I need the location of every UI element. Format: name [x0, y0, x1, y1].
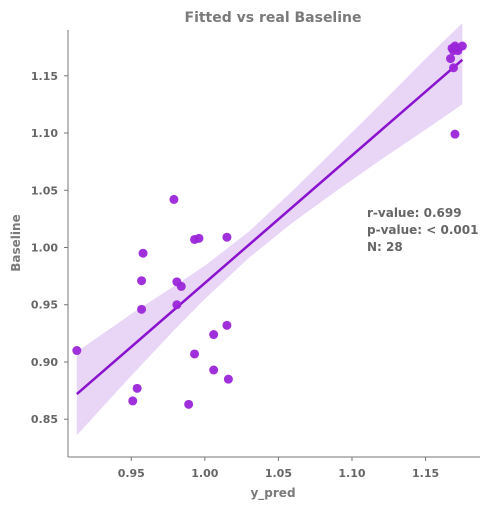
x-tick-label: 1.10 — [338, 467, 365, 480]
regression-line-layer — [76, 58, 464, 395]
y-tick-label: 1.05 — [31, 184, 58, 197]
x-tick-group: 0.95 1.00 1.05 1.10 1.15 — [118, 457, 439, 480]
data-point — [132, 383, 142, 393]
data-point — [184, 399, 194, 409]
y-tick-label: 1.15 — [31, 70, 58, 83]
data-point — [190, 349, 200, 359]
data-point — [72, 346, 82, 356]
x-axis-label: y_pred — [250, 486, 295, 501]
y-axis-label: Baseline — [9, 214, 23, 271]
data-point — [223, 374, 233, 384]
n-annotation: N: 28 — [367, 240, 403, 254]
data-point — [450, 129, 460, 139]
data-point — [128, 396, 138, 406]
y-tick-label: 0.85 — [31, 413, 58, 426]
y-tick-label: 1.00 — [31, 242, 58, 255]
data-point — [172, 300, 182, 310]
y-tick-label: 1.10 — [31, 127, 58, 140]
regression-line — [76, 58, 464, 395]
r-value-annotation: r-value: 0.699 — [367, 206, 462, 220]
confidence-band — [76, 23, 463, 436]
data-point — [449, 63, 459, 73]
data-point — [209, 330, 219, 340]
stats-annotation: r-value: 0.699 p-value: < 0.001 N: 28 — [367, 206, 478, 254]
y-tick-group: 0.85 0.90 0.95 1.00 1.05 1.10 1.15 — [31, 70, 68, 426]
chart-title: Fitted vs real Baseline — [185, 10, 362, 26]
confidence-band-layer — [76, 23, 463, 436]
data-point — [222, 320, 232, 330]
x-tick-label: 1.05 — [265, 467, 292, 480]
data-point — [453, 46, 463, 56]
data-point — [446, 54, 456, 64]
data-point — [222, 232, 232, 242]
x-tick-label: 0.95 — [118, 467, 145, 480]
data-point — [209, 365, 219, 375]
data-point — [176, 281, 186, 291]
data-point — [138, 248, 148, 258]
y-tick-label: 0.95 — [31, 299, 58, 312]
data-point — [194, 233, 204, 243]
p-value-annotation: p-value: < 0.001 — [367, 223, 478, 237]
data-point — [137, 276, 147, 286]
data-point — [137, 304, 147, 314]
scatter-points-layer — [72, 41, 467, 409]
data-point — [169, 194, 179, 204]
y-tick-label: 0.90 — [31, 356, 58, 369]
x-tick-label: 1.00 — [191, 467, 218, 480]
x-tick-label: 1.15 — [412, 467, 439, 480]
